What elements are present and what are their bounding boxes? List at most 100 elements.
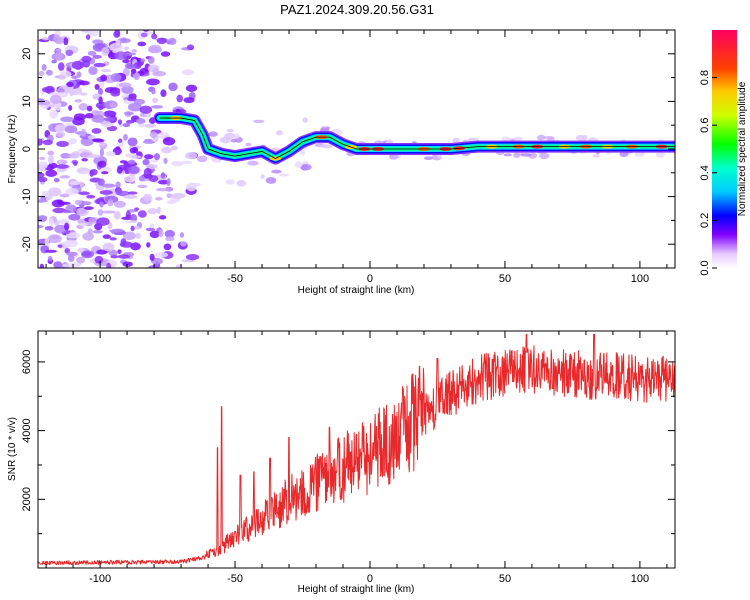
heat-cell bbox=[302, 117, 309, 123]
heat-cell bbox=[278, 173, 290, 177]
heat-cell bbox=[86, 105, 93, 112]
heat-cell bbox=[78, 222, 88, 227]
heat-cell bbox=[183, 97, 195, 104]
heat-cell bbox=[88, 66, 98, 76]
heat-cell bbox=[185, 253, 200, 261]
heat-cell bbox=[96, 217, 110, 226]
heat-cell bbox=[38, 172, 45, 178]
heat-cell bbox=[92, 39, 104, 45]
heat-cell bbox=[225, 179, 236, 185]
heat-cell bbox=[78, 80, 90, 86]
heat-cell bbox=[68, 213, 81, 221]
heat-cell bbox=[91, 138, 103, 142]
heat-cell bbox=[158, 229, 164, 238]
chart-title: PAZ1.2024.309.20.56.G31 bbox=[280, 2, 434, 17]
heat-cell bbox=[180, 241, 187, 247]
heat-cell bbox=[170, 145, 178, 151]
heat-cell bbox=[133, 72, 141, 81]
heat-cell bbox=[80, 150, 93, 159]
heat-cell bbox=[196, 155, 208, 163]
heat-cell bbox=[109, 102, 117, 108]
heat-cell bbox=[276, 130, 284, 136]
heat-cell bbox=[92, 229, 103, 234]
heat-cell bbox=[592, 154, 600, 158]
heat-cell bbox=[149, 230, 160, 239]
heat-cell bbox=[95, 184, 105, 191]
heat-cell bbox=[92, 54, 102, 59]
colorbar-tick-label: 0.4 bbox=[699, 165, 711, 180]
heat-cell bbox=[64, 239, 78, 248]
heat-cell bbox=[65, 187, 79, 195]
heatmap-noise bbox=[38, 30, 675, 268]
heat-cell bbox=[48, 187, 62, 197]
heat-cell bbox=[85, 34, 91, 40]
heat-cell bbox=[76, 71, 82, 78]
heat-cell bbox=[168, 37, 177, 45]
heat-cell bbox=[55, 88, 65, 93]
colorbar-label: Normalized spectral amplitude bbox=[737, 81, 748, 216]
heat-cell bbox=[147, 208, 158, 215]
heat-cell bbox=[143, 193, 153, 202]
heat-cell bbox=[127, 191, 138, 195]
heat-cell bbox=[147, 64, 160, 73]
heat-cell bbox=[106, 125, 118, 132]
heat-cell bbox=[176, 94, 183, 103]
heat-cell bbox=[175, 264, 182, 268]
heat-cell bbox=[166, 200, 176, 205]
colorbar-ticks: 0.0 0.2 0.4 0.6 0.8 bbox=[699, 70, 717, 276]
heat-cell bbox=[143, 167, 152, 177]
heat-cell bbox=[97, 87, 104, 96]
heat-cell bbox=[117, 249, 122, 254]
heat-cell bbox=[103, 117, 116, 122]
heat-cell bbox=[97, 209, 104, 216]
heat-cell bbox=[137, 210, 147, 218]
y-tick-label-top: 10 bbox=[21, 95, 33, 107]
heat-cell bbox=[300, 163, 312, 171]
heat-cell bbox=[99, 148, 104, 157]
heat-cell bbox=[144, 138, 153, 142]
heat-cell bbox=[156, 206, 161, 215]
heat-cell bbox=[271, 169, 282, 174]
heat-cell bbox=[42, 37, 49, 41]
heat-cell bbox=[56, 140, 69, 147]
heat-cell bbox=[38, 70, 45, 77]
x-tick-label-bottom: 0 bbox=[367, 573, 373, 585]
heat-cell bbox=[226, 128, 235, 133]
x-tick-label-bottom: 100 bbox=[631, 573, 649, 585]
y-tick-label-bottom: 4000 bbox=[21, 418, 33, 442]
x-axis-label-bottom: Height of straight line (km) bbox=[298, 584, 415, 595]
x-tick-label-top: -100 bbox=[89, 273, 111, 285]
heat-cell bbox=[127, 102, 142, 112]
heat-cell bbox=[73, 113, 87, 121]
heat-cell bbox=[247, 160, 259, 166]
heat-cell bbox=[299, 149, 306, 156]
heat-cell bbox=[102, 234, 111, 239]
heat-cell bbox=[185, 84, 198, 92]
heat-cell bbox=[94, 255, 104, 264]
heat-cell bbox=[131, 49, 137, 53]
heat-cell bbox=[76, 256, 86, 264]
heat-cell bbox=[160, 89, 167, 98]
heat-cell bbox=[539, 152, 550, 160]
heat-cell bbox=[99, 190, 113, 195]
heat-cell bbox=[162, 137, 176, 146]
heat-cell bbox=[124, 46, 130, 51]
heat-cell bbox=[265, 177, 277, 184]
heat-cell bbox=[115, 39, 121, 46]
heat-cell bbox=[115, 188, 123, 196]
heat-cell bbox=[117, 119, 123, 125]
heat-cell bbox=[110, 89, 121, 97]
heat-cell bbox=[39, 263, 45, 268]
heat-cell bbox=[81, 170, 90, 175]
heat-cell bbox=[91, 114, 105, 123]
heat-cell bbox=[140, 32, 148, 38]
heat-cell bbox=[127, 159, 136, 165]
heat-cell bbox=[80, 128, 86, 137]
heat-cell bbox=[105, 151, 116, 157]
heat-cell bbox=[53, 34, 61, 44]
heat-cell bbox=[119, 241, 134, 248]
heat-cell bbox=[45, 69, 53, 76]
heat-cell bbox=[123, 194, 138, 199]
heat-cell bbox=[59, 193, 70, 198]
